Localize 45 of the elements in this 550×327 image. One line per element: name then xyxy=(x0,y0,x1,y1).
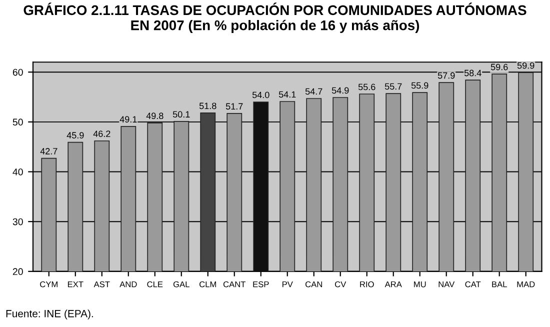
y-tick-label: 30 xyxy=(12,218,23,226)
data-label: 54.7 xyxy=(305,88,322,95)
data-label: 51.7 xyxy=(226,103,243,110)
x-tick-label: AST xyxy=(94,281,110,288)
y-tick-label: 40 xyxy=(12,168,23,176)
data-label: 57.9 xyxy=(438,72,455,79)
data-label: 49.1 xyxy=(120,116,137,123)
x-tick-label: MU xyxy=(414,281,426,288)
data-label: 51.8 xyxy=(199,102,216,110)
data-label: 49.8 xyxy=(146,112,164,120)
x-tick-label: CAT xyxy=(465,281,481,288)
data-label: 45.9 xyxy=(66,132,84,138)
data-label: 54.1 xyxy=(278,91,296,98)
data-label: 58.4 xyxy=(464,70,482,76)
data-label: 55.7 xyxy=(384,83,402,90)
x-tick-label: AND xyxy=(120,281,137,288)
x-tick-label: NAV xyxy=(438,281,455,288)
data-label: 59.9 xyxy=(517,62,534,69)
y-tick-label: 20 xyxy=(12,268,23,276)
x-tick-label: BAL xyxy=(492,281,507,288)
data-label: 59.6 xyxy=(490,64,508,70)
data-label: 54.9 xyxy=(332,87,349,94)
data-label: 54.0 xyxy=(252,92,270,98)
x-tick-label: PV xyxy=(282,281,293,288)
x-tick-label: CANT xyxy=(223,281,246,288)
source-note: Fuente: INE (EPA). xyxy=(6,310,93,320)
data-label: 46.2 xyxy=(93,130,110,137)
x-tick-label: ARA xyxy=(384,281,402,288)
data-label: 42.7 xyxy=(40,148,58,154)
data-label: 50.1 xyxy=(172,111,190,118)
x-tick-label: EXT xyxy=(68,281,84,288)
x-tick-label: CLE xyxy=(147,281,163,288)
data-label: 55.9 xyxy=(411,82,428,89)
x-tick-label: CAN xyxy=(306,281,322,288)
x-tick-label: MAD xyxy=(517,281,535,288)
x-tick-label: GAL xyxy=(173,281,190,288)
x-tick-label: RIO xyxy=(360,281,374,288)
chart-title: GRÁFICO 2.1.11 TASAS DE OCUPACIÓN POR COMUNIDADES AUTÓNOMAS EN 2007 (En % población de 16 y más años) xyxy=(24,2,526,33)
data-label: 55.6 xyxy=(358,84,376,90)
x-tick-label: CLM xyxy=(200,281,216,288)
x-tick-label: CYM xyxy=(40,281,58,288)
x-tick-label: CV xyxy=(335,281,346,288)
y-tick-label: 60 xyxy=(12,68,23,76)
x-tick-label: ESP xyxy=(253,281,269,288)
y-tick-label: 50 xyxy=(12,118,23,126)
